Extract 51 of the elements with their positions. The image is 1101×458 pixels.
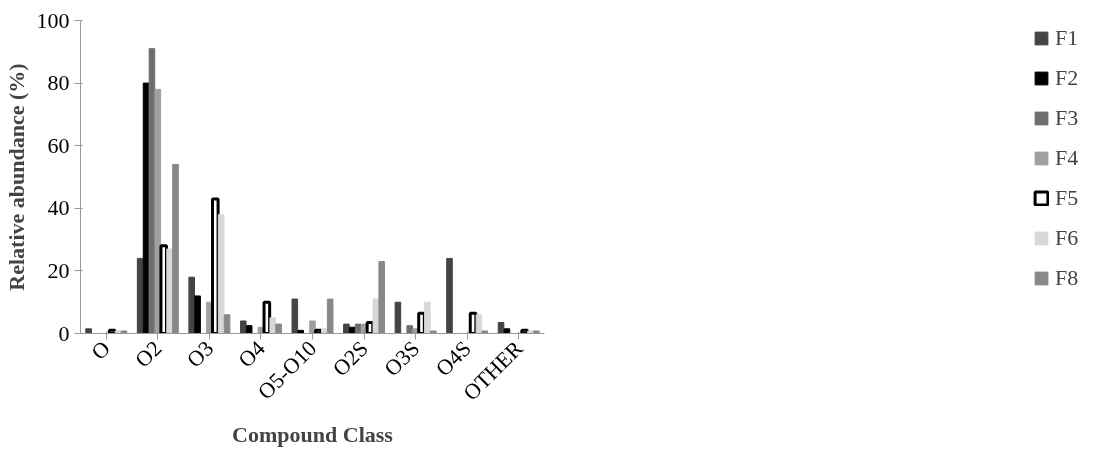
x-tick-label: O3S: [379, 335, 425, 381]
bar: [275, 323, 282, 334]
bar: [136, 257, 144, 334]
bar: [269, 317, 277, 334]
bar: [446, 257, 453, 334]
y-tick-label: 60: [47, 132, 70, 158]
x-tick-label: O: [86, 335, 116, 365]
legend-label: F4: [1055, 145, 1080, 171]
bar: [194, 295, 201, 334]
bar: [188, 276, 196, 334]
bar: [326, 298, 334, 334]
bar: [372, 298, 380, 334]
bar: [120, 330, 128, 334]
bar: [172, 163, 179, 334]
bar: [533, 330, 540, 334]
y-tick-label: 100: [36, 7, 70, 33]
bar: [148, 48, 156, 334]
bar: [406, 325, 414, 334]
x-axis-title: Compound Class: [232, 422, 394, 448]
bar: [429, 330, 437, 334]
legend-label: F5: [1055, 185, 1080, 211]
bar: [320, 328, 328, 334]
x-tick-label: O2S: [327, 335, 373, 381]
bar: [245, 325, 253, 334]
bar: [85, 328, 92, 334]
bar: [424, 301, 431, 334]
y-tick-label: 20: [47, 257, 70, 283]
legend-label: F1: [1055, 25, 1080, 51]
x-tick-label: O2: [129, 335, 167, 373]
bar: [223, 314, 231, 334]
bar: [114, 330, 122, 334]
y-tick-label: 40: [47, 195, 70, 221]
legend-label: F8: [1055, 265, 1080, 291]
bar: [378, 261, 386, 334]
bar: [503, 328, 511, 334]
y-axis-title: Relative abundance (%): [3, 63, 29, 291]
bar: [239, 320, 247, 334]
bar: [166, 248, 173, 334]
y-tick-label: 0: [58, 320, 70, 346]
x-tick-label: O3: [181, 335, 219, 373]
bar: [343, 323, 350, 334]
legend-label: F2: [1055, 65, 1080, 91]
legend-label: F6: [1055, 225, 1080, 251]
y-tick-label: 80: [47, 70, 70, 96]
bar: [394, 301, 402, 334]
bar: [481, 330, 489, 334]
bar: [291, 298, 299, 334]
bar: [354, 323, 362, 334]
legend-label: F3: [1055, 105, 1080, 131]
bar: [297, 329, 305, 334]
bar: [217, 214, 225, 334]
